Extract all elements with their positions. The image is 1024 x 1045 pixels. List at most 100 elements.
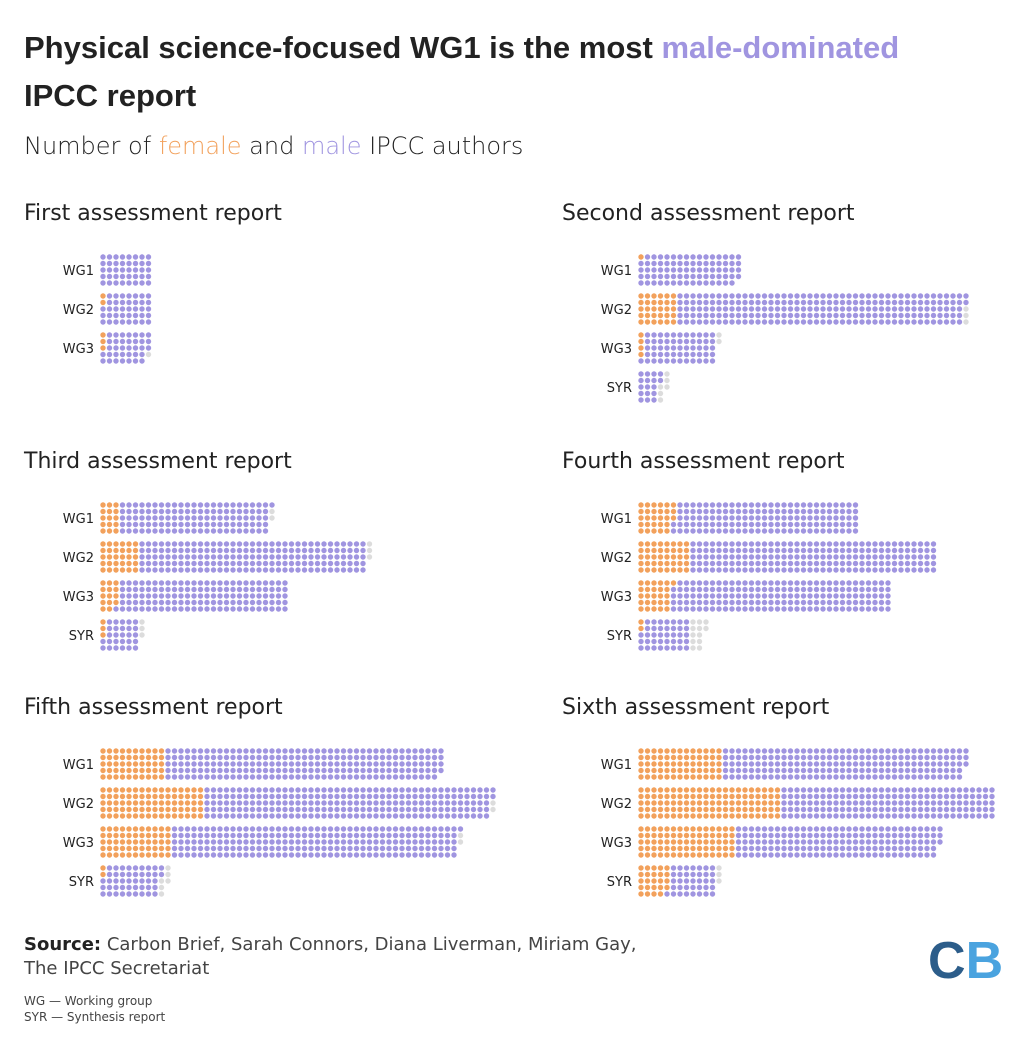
dot <box>249 852 256 858</box>
dot <box>106 508 113 515</box>
dot <box>275 813 282 819</box>
dot <box>178 767 184 774</box>
dot <box>178 580 184 586</box>
dot <box>657 826 664 832</box>
dot <box>839 515 846 521</box>
dot <box>657 787 664 793</box>
dot <box>243 754 249 761</box>
dot <box>113 515 119 521</box>
dot <box>813 774 820 780</box>
dot <box>210 606 217 612</box>
dot <box>340 560 347 567</box>
dot <box>735 754 742 761</box>
dot <box>774 560 781 567</box>
dot <box>664 345 670 351</box>
chart-title-line: IPCC report <box>24 78 196 113</box>
dot <box>846 508 852 515</box>
dot <box>425 767 431 774</box>
dot <box>269 560 275 567</box>
dot <box>930 832 937 839</box>
dot <box>126 878 132 884</box>
dot <box>314 541 321 547</box>
dot <box>204 547 210 554</box>
dot <box>683 871 690 878</box>
dot <box>800 567 807 573</box>
dot <box>308 806 314 813</box>
dot <box>807 508 813 515</box>
dot <box>262 800 269 806</box>
dot <box>269 606 275 612</box>
dot <box>340 767 347 774</box>
dot <box>165 547 171 554</box>
dot <box>113 774 119 780</box>
dot <box>145 793 152 800</box>
dot <box>911 299 917 306</box>
dot <box>165 586 171 593</box>
dot <box>664 813 670 819</box>
dot <box>126 306 132 312</box>
dot <box>217 521 223 528</box>
dot <box>321 813 327 819</box>
dot <box>321 852 327 858</box>
dot <box>787 832 794 839</box>
dot <box>644 390 651 397</box>
dot <box>839 800 846 806</box>
dot <box>113 625 119 632</box>
dot <box>106 748 113 754</box>
dot <box>820 547 826 554</box>
dot <box>301 748 308 754</box>
dot <box>833 306 839 312</box>
dot <box>813 606 820 612</box>
dot <box>158 508 165 515</box>
dot <box>158 878 165 884</box>
dot <box>399 852 405 858</box>
dot <box>690 593 696 599</box>
dot <box>768 793 774 800</box>
dot <box>930 312 937 319</box>
dot <box>210 554 217 560</box>
dot <box>872 554 878 560</box>
dot <box>288 826 295 832</box>
dot <box>113 761 119 767</box>
dot <box>670 619 677 625</box>
dot <box>106 547 113 554</box>
dot <box>132 832 139 839</box>
dot <box>677 567 683 573</box>
dot <box>846 793 852 800</box>
dot <box>425 748 431 754</box>
dot <box>722 852 729 858</box>
dot <box>126 632 132 638</box>
dot <box>204 521 210 528</box>
dot <box>690 273 696 280</box>
dot <box>353 813 360 819</box>
dot <box>217 806 223 813</box>
dot <box>696 547 703 554</box>
dot <box>670 299 677 306</box>
dot <box>950 761 956 767</box>
dot <box>126 254 132 260</box>
dot <box>839 787 846 793</box>
dot <box>275 800 282 806</box>
dot <box>638 580 644 586</box>
dot <box>703 871 709 878</box>
dot <box>904 761 911 767</box>
dot <box>457 800 464 806</box>
dot <box>813 319 820 325</box>
dot <box>288 845 295 852</box>
dot <box>917 813 924 819</box>
dot <box>748 312 755 319</box>
dot <box>735 554 742 560</box>
dot <box>729 293 735 299</box>
dot <box>165 839 171 845</box>
dot <box>464 793 470 800</box>
dot <box>644 299 651 306</box>
dot <box>438 852 444 858</box>
dot <box>774 567 781 573</box>
dot <box>204 567 210 573</box>
dot <box>839 839 846 845</box>
dot <box>106 800 113 806</box>
dot <box>761 774 768 780</box>
dot <box>282 787 288 793</box>
dot <box>165 560 171 567</box>
dot <box>113 560 119 567</box>
